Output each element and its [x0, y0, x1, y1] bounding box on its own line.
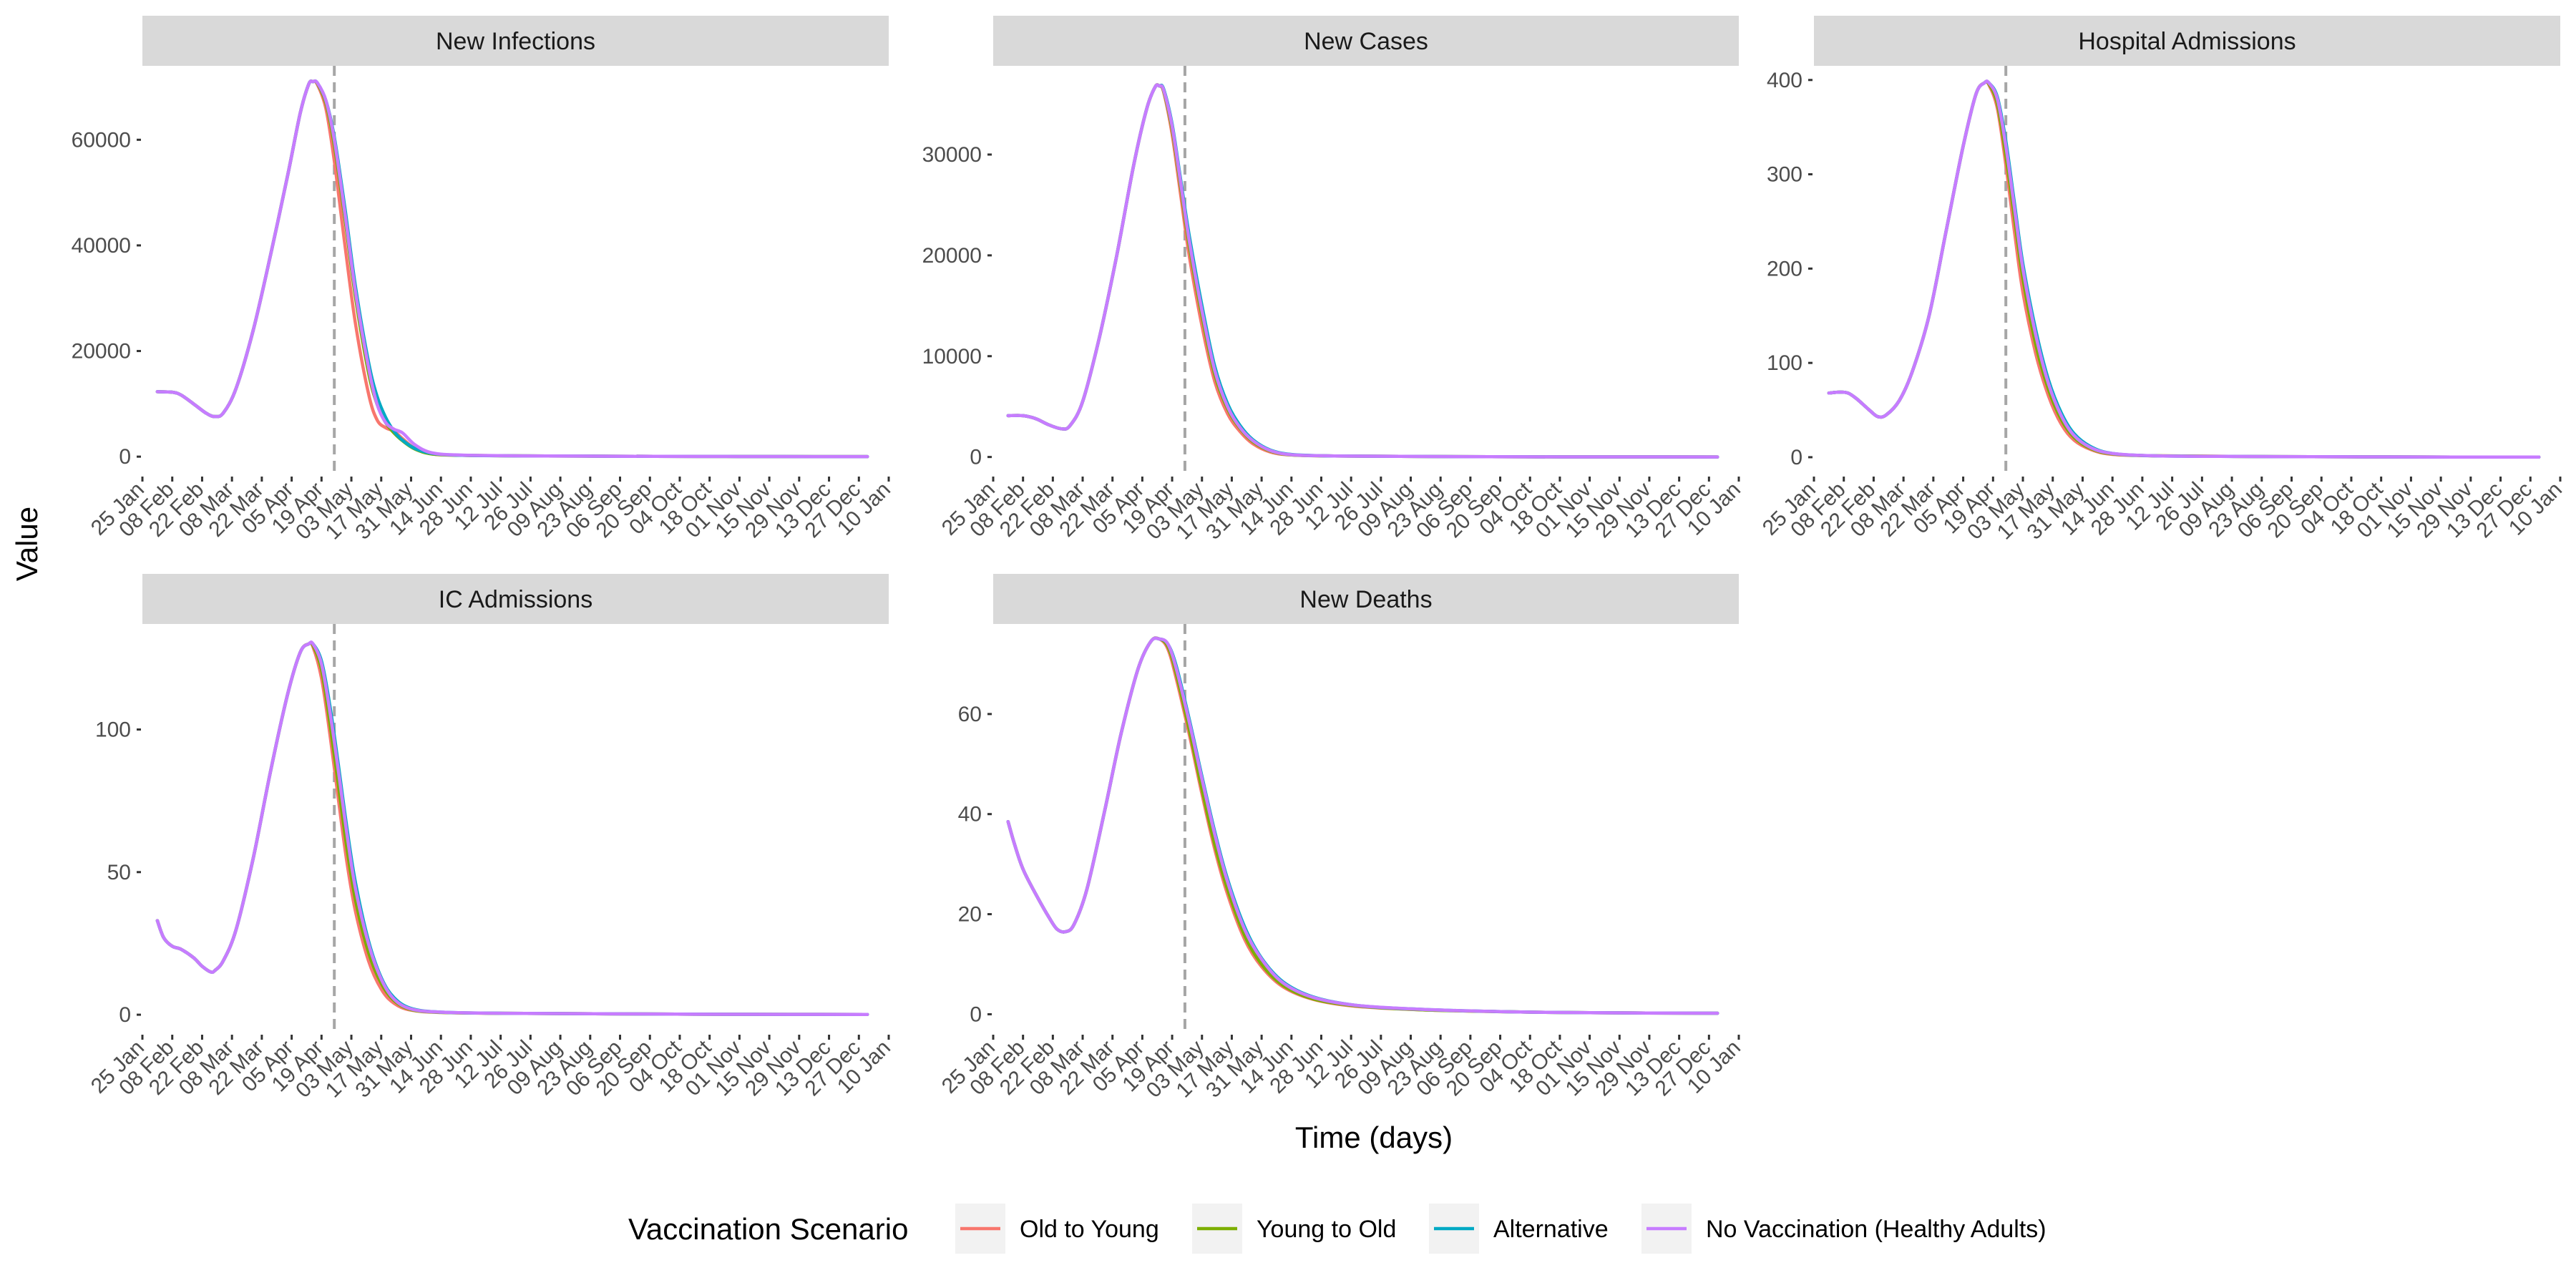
panel-strip: [1814, 16, 2560, 66]
panel-strip: [142, 574, 889, 624]
series-line-young-to-old: [155, 640, 869, 1016]
legend-label: Young to Old: [1257, 1216, 1396, 1243]
series-line-old-to-young: [155, 641, 869, 1016]
panel-strip: [993, 574, 1739, 624]
y-tick-label: 60: [958, 703, 982, 726]
legend-entry-old-to-young: Old to Young: [955, 1204, 1159, 1254]
y-tick-label: 300: [1767, 163, 1802, 187]
y-tick-label: 0: [119, 445, 131, 469]
y-tick-label: 30000: [922, 143, 982, 167]
panel-strip: [993, 16, 1739, 66]
legend-entry-young-to-old: Young to Old: [1192, 1204, 1396, 1254]
y-axis-title: Value: [10, 507, 44, 581]
legend: Vaccination Scenario Old to Young Young t…: [628, 1204, 2046, 1254]
panel-title: New Deaths: [1299, 586, 1432, 613]
series-line-old-to-young: [1827, 79, 2541, 459]
panel-title: IC Admissions: [439, 586, 592, 613]
y-tick-label: 10000: [922, 345, 982, 369]
panel-title: Hospital Admissions: [2078, 28, 2296, 55]
y-tick-label: 200: [1767, 257, 1802, 280]
series-line-no-vaccination-healthy-adults: [1006, 636, 1719, 1015]
legend-label: Alternative: [1493, 1216, 1609, 1243]
legend-label: No Vaccination (Healthy Adults): [1706, 1216, 2046, 1243]
y-tick-label: 40000: [72, 234, 131, 258]
series-line-alternative: [1006, 636, 1719, 1015]
y-tick-label: 100: [1767, 351, 1802, 375]
series-line-no-vaccination-healthy-adults: [155, 640, 869, 1016]
series-line-no-vaccination-healthy-adults: [1827, 79, 2541, 459]
y-tick-label: 40: [958, 803, 982, 826]
y-tick-label: 0: [970, 1002, 982, 1026]
panel-strip: [142, 16, 889, 66]
x-axis-title: Time (days): [1295, 1121, 1453, 1154]
y-tick-label: 20000: [72, 340, 131, 364]
legend-entries: Old to Young Young to Old Alternative No Va…: [955, 1204, 2046, 1254]
y-tick-label: 100: [95, 718, 131, 741]
legend-label: Old to Young: [1020, 1216, 1159, 1243]
series-line-no-vaccination-healthy-adults: [155, 79, 869, 459]
series-line-alternative: [155, 640, 869, 1016]
y-tick-label: 400: [1767, 69, 1802, 92]
panel-title: New Infections: [436, 28, 595, 55]
series-line-old-to-young: [155, 79, 869, 459]
series-line-young-to-old: [1827, 79, 2541, 459]
legend-entry-alternative: Alternative: [1429, 1204, 1609, 1254]
series-line-no-vaccination-healthy-adults: [1006, 83, 1719, 459]
y-tick-label: 50: [107, 861, 131, 884]
y-tick-label: 0: [970, 446, 982, 469]
y-tick-label: 20: [958, 903, 982, 927]
series-line-alternative: [155, 79, 869, 459]
series-line-old-to-young: [1006, 636, 1719, 1015]
series-line-alternative: [1827, 79, 2541, 459]
y-tick-label: 20000: [922, 244, 982, 268]
series-line-young-to-old: [1006, 636, 1719, 1015]
series-line-young-to-old: [155, 79, 869, 459]
y-tick-label: 60000: [72, 128, 131, 152]
legend-title: Vaccination Scenario: [628, 1212, 908, 1246]
legend-entry-no-vaccination-healthy-adults: No Vaccination (Healthy Adults): [1641, 1204, 2046, 1254]
y-tick-label: 0: [1790, 446, 1802, 469]
panel-title: New Cases: [1304, 28, 1428, 55]
y-tick-label: 0: [119, 1003, 131, 1027]
